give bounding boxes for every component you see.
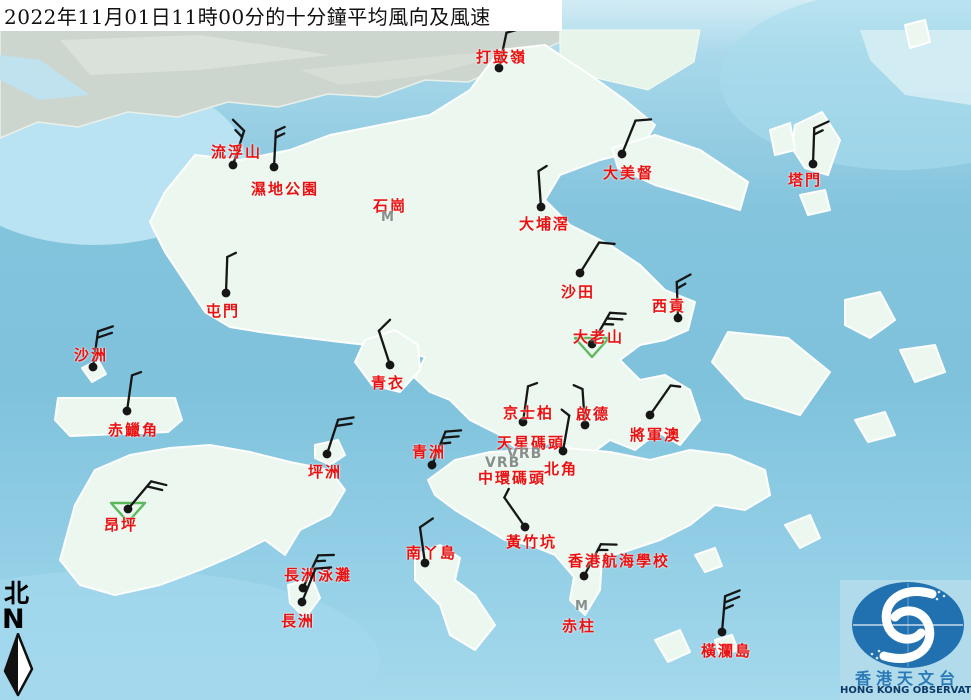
station-label-wetland-park: 濕地公園 bbox=[251, 180, 320, 198]
wind-barb-icon bbox=[377, 318, 395, 370]
island-ne-2 bbox=[899, 344, 946, 383]
compass-label-cn: 北 bbox=[4, 579, 30, 608]
station-label-tai-po-kau: 大埔滘 bbox=[519, 215, 571, 233]
missing-data-marker: M bbox=[575, 599, 588, 614]
island-tapmun-s bbox=[799, 189, 831, 216]
map-title: 2022年11月01日11時00分的十分鐘平均風向及風速 bbox=[4, 5, 491, 29]
compass-label-en: N bbox=[2, 604, 25, 635]
station-dot bbox=[808, 159, 818, 169]
title-bar: 2022年11月01日11時00分的十分鐘平均風向及風速 bbox=[0, 0, 562, 31]
wind-barb-icon bbox=[808, 120, 830, 169]
station-label-star-ferry: 天星碼頭 bbox=[497, 434, 566, 452]
new-territories-kowloon bbox=[149, 44, 701, 456]
station-label-tseung-kwan-o: 將軍澳 bbox=[630, 426, 682, 444]
wind-barb-icon bbox=[228, 118, 246, 170]
airport-island bbox=[54, 397, 183, 437]
wind-barb-icon bbox=[122, 370, 143, 416]
station-label-peng-chau: 坪洲 bbox=[308, 463, 343, 481]
wind-barb-icon bbox=[109, 480, 168, 524]
logo-name-cn: 香港天文台 bbox=[854, 669, 960, 688]
station-label-sha-chau: 沙洲 bbox=[74, 346, 109, 364]
urban-texture-1 bbox=[60, 35, 330, 75]
station-label-shek-kong: 石崗 bbox=[373, 197, 408, 215]
wind-barb-icon bbox=[427, 429, 463, 470]
missing-data-marker: M bbox=[381, 210, 394, 225]
station-label-stanley: 赤柱 bbox=[562, 617, 597, 635]
station-dot bbox=[575, 268, 585, 278]
urban-texture-2 bbox=[300, 50, 520, 85]
station-dot bbox=[297, 597, 307, 607]
station-dot bbox=[536, 202, 546, 212]
station-label-central-pier: 中環碼頭 bbox=[478, 469, 547, 487]
hko-emblem-icon bbox=[852, 582, 964, 668]
island-ne-1 bbox=[844, 291, 896, 339]
island-se-1 bbox=[784, 514, 821, 549]
station-label-wong-chuk-hang: 黃竹坑 bbox=[506, 533, 558, 551]
station-label-kai-tak: 啟德 bbox=[576, 405, 611, 423]
station-label-green-island: 青洲 bbox=[412, 443, 447, 461]
station-label-tuen-mun: 屯門 bbox=[206, 302, 241, 320]
po-toi-islet bbox=[654, 629, 691, 663]
islet-top-right bbox=[904, 19, 931, 49]
north-compass: 北 N bbox=[2, 581, 42, 700]
wind-barb-icon bbox=[269, 125, 286, 172]
wind-barb-icon bbox=[322, 416, 355, 459]
wind-barb-icon bbox=[221, 251, 238, 298]
station-label-sha-tin: 沙田 bbox=[561, 283, 596, 301]
lamma-island-shape bbox=[414, 544, 496, 651]
variable-wind-marker: VRB bbox=[507, 446, 543, 462]
wind-barb-icon bbox=[88, 325, 114, 372]
station-dot bbox=[645, 410, 655, 420]
station-label-north-point: 北角 bbox=[544, 460, 579, 478]
north-arrow-icon bbox=[3, 632, 34, 697]
station-dot bbox=[617, 149, 627, 159]
sai-kung-islands bbox=[711, 331, 831, 416]
station-label-ta-kwu-ling: 打鼓嶺 bbox=[476, 48, 528, 66]
station-label-cheung-chau: 長洲 bbox=[281, 612, 316, 630]
station-label-ngong-ping: 昂坪 bbox=[104, 516, 139, 534]
station-label-cheung-chau-beach: 長洲泳灘 bbox=[284, 566, 353, 584]
station-dot bbox=[221, 288, 231, 298]
station-dot bbox=[122, 406, 132, 416]
hko-logo: 香港天文台 HONG KONG OBSERVATORY bbox=[840, 580, 971, 700]
station-label-waglan-island: 橫瀾島 bbox=[701, 642, 753, 660]
waglan-islet bbox=[714, 634, 739, 657]
sz-river bbox=[0, 55, 90, 100]
island-tapmun-w bbox=[769, 122, 796, 156]
station-label-lau-fau-shan: 流浮山 bbox=[211, 143, 263, 161]
station-label-lamma-island: 南丫島 bbox=[406, 544, 458, 562]
island-ne-3 bbox=[854, 411, 896, 443]
wind-barb-icon bbox=[673, 273, 692, 323]
station-label-tai-mei-tuk: 大美督 bbox=[603, 164, 655, 182]
wind-barb-icon bbox=[717, 589, 741, 637]
station-label-king-s-park: 京士柏 bbox=[503, 404, 555, 422]
station-label-chek-lap-kok: 赤鱲角 bbox=[108, 421, 160, 439]
wind-barb-icon bbox=[418, 517, 435, 568]
mirs-bay-shallow bbox=[860, 30, 971, 105]
station-label-sai-kung: 西貢 bbox=[652, 297, 687, 315]
wind-barb-icon bbox=[617, 118, 653, 159]
station-dot bbox=[579, 571, 589, 581]
sea-light-sw bbox=[0, 570, 380, 700]
station-dot bbox=[717, 627, 727, 637]
wind-barb-icon bbox=[536, 164, 548, 212]
island-se-2 bbox=[694, 547, 723, 573]
logo-name-en: HONG KONG OBSERVATORY bbox=[840, 685, 971, 696]
variable-wind-marker: VRB bbox=[485, 455, 521, 471]
station-dot bbox=[385, 360, 395, 370]
station-dot bbox=[322, 449, 332, 459]
hong-kong-island bbox=[427, 447, 771, 616]
station-label-hk-sea-school: 香港航海學校 bbox=[568, 552, 671, 570]
station-label-tsing-yi: 青衣 bbox=[371, 374, 406, 392]
plover-cove-peninsula bbox=[611, 134, 749, 211]
station-dot bbox=[269, 162, 279, 172]
wind-barb-icon bbox=[297, 566, 333, 607]
station-label-tates-cairn: 大老山 bbox=[573, 328, 625, 346]
station-label-tap-mun: 塔門 bbox=[788, 171, 823, 189]
